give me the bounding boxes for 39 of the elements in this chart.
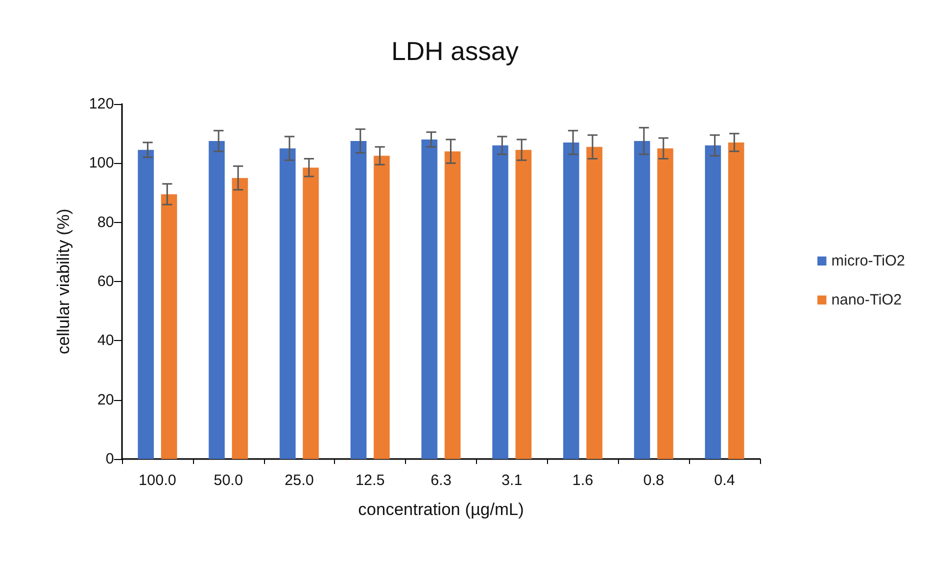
y-tick-label: 120 — [88, 96, 114, 112]
bar — [232, 178, 248, 459]
bar — [421, 140, 438, 459]
x-axis-title: concentration (µg/mL) — [358, 500, 524, 519]
x-tick-label: 50.0 — [214, 472, 243, 489]
y-tick-label: 100 — [88, 154, 114, 172]
legend-label: nano-TiO2 — [831, 292, 902, 308]
x-tick-label: 0.4 — [714, 472, 735, 489]
bar — [492, 145, 508, 459]
bar — [586, 146, 602, 459]
y-axis-title: cellular viability (%) — [54, 208, 73, 354]
x-tick-label: 3.1 — [501, 472, 522, 489]
x-tick-label: 6.3 — [430, 472, 452, 489]
bar — [657, 148, 674, 459]
bar — [208, 140, 225, 459]
bar — [634, 140, 650, 459]
bar — [302, 168, 319, 459]
chart-title: LDH assay — [391, 36, 519, 66]
y-tick-label: 0 — [106, 450, 114, 468]
bar — [444, 151, 461, 459]
bar — [728, 142, 744, 459]
bar — [563, 142, 580, 459]
x-tick-label: 100.0 — [138, 472, 176, 489]
y-tick-label: 80 — [97, 214, 114, 231]
bar — [515, 150, 532, 459]
bar — [350, 140, 367, 459]
y-tick-label: 40 — [97, 332, 114, 350]
y-tick-label: 20 — [97, 391, 114, 408]
bar — [161, 194, 178, 459]
bar — [374, 156, 390, 459]
bar — [138, 150, 154, 459]
bar — [704, 145, 721, 459]
bar — [280, 148, 296, 459]
x-tick-label: 1.6 — [572, 472, 594, 489]
x-tick-label: 25.0 — [284, 472, 314, 489]
x-tick-label: 0.8 — [643, 472, 664, 489]
x-tick-label: 12.5 — [356, 472, 385, 489]
legend-label: micro-TiO2 — [831, 252, 905, 270]
y-tick-label: 60 — [97, 273, 114, 290]
